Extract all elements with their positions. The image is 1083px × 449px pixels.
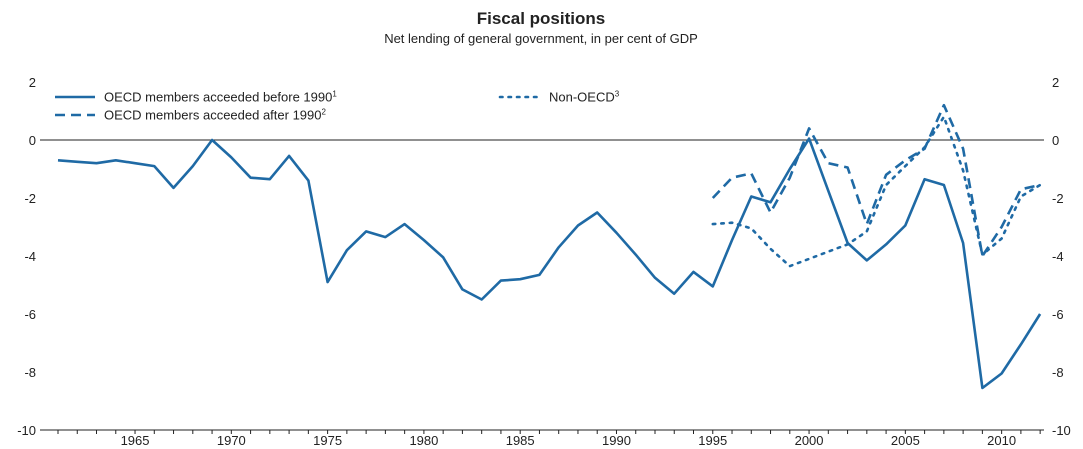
series-layer	[57, 103, 1042, 390]
legend-label: OECD members acceeded before 19901	[104, 90, 337, 105]
series-line-solid	[57, 137, 1042, 390]
chart-subtitle: Net lending of general government, in pe…	[384, 31, 698, 46]
x-tick-label: 1990	[602, 433, 631, 448]
x-tick-label: 2000	[795, 433, 824, 448]
y-tick-label-right: -10	[1052, 423, 1071, 438]
y-tick-label-left: -6	[24, 307, 36, 322]
series-line-dashed	[711, 103, 1041, 258]
x-tick-label: 1970	[217, 433, 246, 448]
axes: 2 2 0 0 -2 -2 -4 -4 -6 -6 -8 -8 -10 -10 1965 1970 1975 19…	[17, 75, 1071, 448]
y-tick-label-right: -8	[1052, 365, 1064, 380]
x-tick-label: 1985	[506, 433, 535, 448]
chart-title: Fiscal positions	[477, 9, 605, 28]
y-tick-label-right: -6	[1052, 307, 1064, 322]
y-tick-label-left: -4	[24, 249, 36, 264]
x-tick-label: 1980	[409, 433, 438, 448]
series-line-dotted	[711, 115, 1042, 268]
y-tick-label-right: 2	[1052, 75, 1059, 90]
y-tick-label-left: 0	[29, 133, 36, 148]
y-tick-label-left: 2	[29, 75, 36, 90]
x-tick-label: 2010	[987, 433, 1016, 448]
y-tick-label-left: -10	[17, 423, 36, 438]
legend-label: Non-OECD3	[549, 90, 620, 105]
x-tick-label: 1975	[313, 433, 342, 448]
legend-label: OECD members acceeded after 19902	[104, 108, 327, 123]
x-tick-label: 1965	[121, 433, 150, 448]
y-tick-label-right: 0	[1052, 133, 1059, 148]
x-tick-label: 1995	[698, 433, 727, 448]
legend: OECD members acceeded before 19901 OECD m…	[55, 90, 620, 123]
y-tick-label-left: -8	[24, 365, 36, 380]
x-tick-label: 2005	[891, 433, 920, 448]
y-tick-label-left: -2	[24, 191, 36, 206]
y-tick-label-right: -4	[1052, 249, 1064, 264]
y-tick-label-right: -2	[1052, 191, 1064, 206]
